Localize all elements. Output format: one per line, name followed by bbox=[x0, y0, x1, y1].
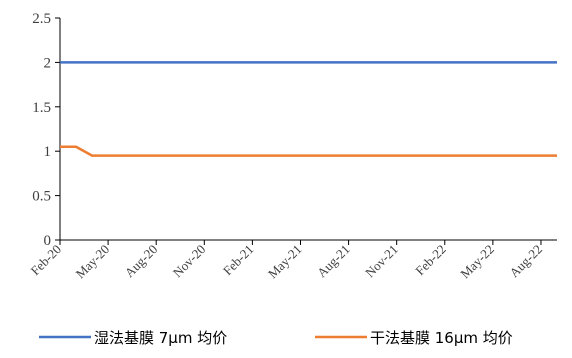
x-axis: Feb-20 May-20 Aug-20 Nov-20 Feb-21 May-21 Aug-… bbox=[27, 239, 557, 282]
y-tick-label: 0 bbox=[44, 233, 52, 249]
series-line-2 bbox=[60, 145, 557, 157]
legend: 湿法基膜 7μm 均价 干法基膜 16μm 均价 bbox=[39, 329, 513, 347]
x-tick-label: Feb-21 bbox=[220, 242, 257, 279]
x-tick-label: Nov-20 bbox=[170, 242, 209, 281]
legend-label-1: 湿法基膜 7μm 均价 bbox=[94, 329, 227, 347]
y-tick-label: 1.5 bbox=[32, 100, 51, 116]
legend-label-2: 干法基膜 16μm 均价 bbox=[370, 329, 513, 347]
y-tick-label: 2.5 bbox=[32, 11, 51, 27]
x-tick-label: Feb-22 bbox=[412, 242, 449, 279]
x-tick-label: May-20 bbox=[72, 242, 112, 282]
y-tick-label: 1 bbox=[44, 144, 52, 160]
x-tick-label: Aug-20 bbox=[122, 242, 161, 281]
y-tick-label: 2 bbox=[44, 55, 52, 71]
x-tick-label: Aug-22 bbox=[506, 242, 545, 281]
x-tick-label: Aug-21 bbox=[314, 242, 353, 281]
x-tick-label: May-22 bbox=[457, 242, 497, 282]
y-axis: 0 0.5 1 1.5 2 2.5 bbox=[32, 11, 61, 249]
plot-lines bbox=[60, 61, 557, 157]
x-tick-label: Nov-21 bbox=[362, 242, 401, 281]
x-tick-label: May-21 bbox=[265, 242, 305, 282]
y-tick-label: 0.5 bbox=[32, 189, 51, 205]
